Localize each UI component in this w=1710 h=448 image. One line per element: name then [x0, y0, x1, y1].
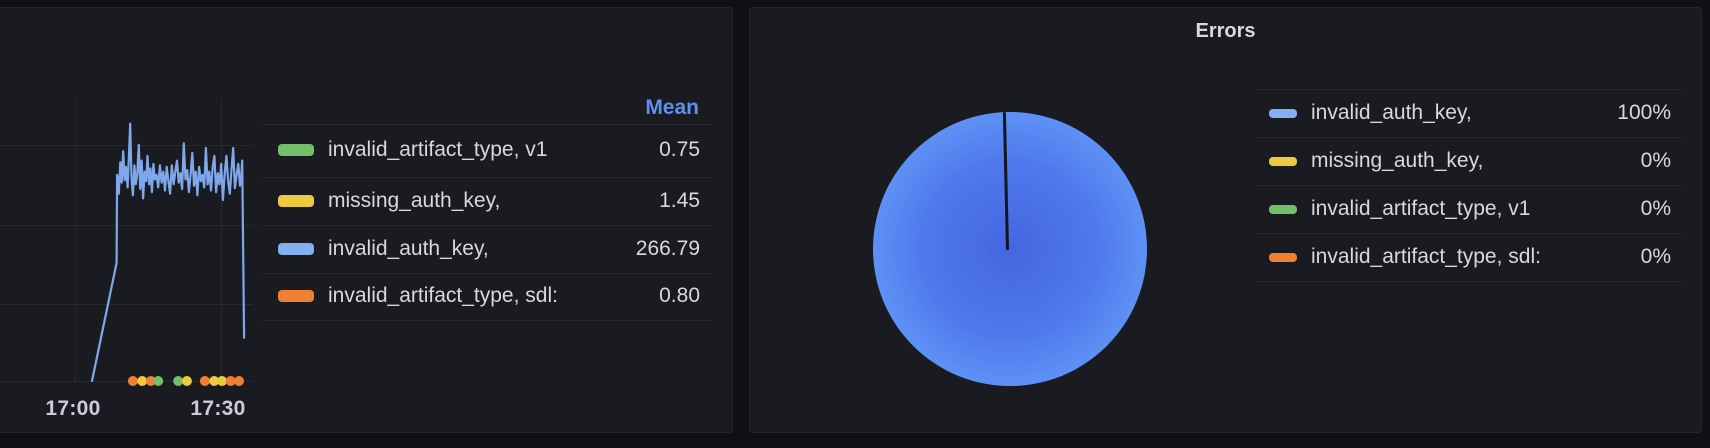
legend-label: invalid_artifact_type, v1	[328, 138, 548, 161]
series-swatch	[278, 144, 314, 156]
legend-separator	[1257, 233, 1683, 234]
legend-separator	[262, 225, 713, 226]
legend-separator	[1257, 281, 1683, 282]
gridline-h	[0, 225, 252, 226]
series-swatch	[278, 195, 314, 207]
legend-separator	[262, 320, 713, 321]
legend-percent-value: 0%	[1640, 149, 1671, 172]
legend-mean-value: 1.45	[659, 189, 700, 212]
pie-panel: Errors invalid_auth_key, 100% missing_au…	[749, 7, 1702, 433]
panel-title[interactable]: Errors	[1195, 20, 1256, 42]
series-swatch	[278, 290, 314, 302]
legend-row-invalid-artifact-type-sdl[interactable]: invalid_artifact_type, sdl: 0.80	[262, 272, 713, 320]
legend-mean-value: 0.80	[659, 284, 700, 307]
legend-separator	[262, 124, 713, 125]
legend-mean-header[interactable]: Mean	[645, 96, 699, 119]
legend-row-invalid-artifact-type-v1[interactable]: invalid_artifact_type, v1 0%	[1257, 185, 1683, 233]
gridline-v	[221, 99, 222, 382]
legend-label: invalid_artifact_type, sdl:	[1311, 245, 1541, 268]
event-marker-dots	[127, 376, 244, 386]
legend-label: missing_auth_key,	[328, 189, 501, 212]
series-swatch	[1269, 204, 1297, 214]
legend-separator	[1257, 185, 1683, 186]
series-swatch	[1269, 252, 1297, 262]
gridline-h	[0, 304, 252, 305]
gridline-v	[75, 99, 76, 382]
x-tick-1730: 17:30	[190, 397, 246, 420]
legend-separator	[262, 177, 713, 178]
legend-separator	[1257, 137, 1683, 138]
legend-row-invalid-auth-key[interactable]: invalid_auth_key, 100%	[1257, 89, 1683, 137]
pie-chart[interactable]	[873, 112, 1147, 386]
series-swatch	[1269, 156, 1297, 166]
legend-row-invalid-auth-key[interactable]: invalid_auth_key, 266.79	[262, 225, 713, 273]
series-line-invalid-auth-key	[90, 122, 246, 383]
timeseries-panel: 17:00 17:30 Mean invalid_artifact_type, …	[0, 7, 733, 433]
legend-label: invalid_artifact_type, v1	[1311, 197, 1531, 220]
timeseries-plot[interactable]	[0, 8, 733, 434]
legend-row-invalid-artifact-type-v1[interactable]: invalid_artifact_type, v1 0.75	[262, 126, 713, 174]
legend-label: missing_auth_key,	[1311, 149, 1484, 172]
legend-percent-value: 0%	[1640, 197, 1671, 220]
legend-row-missing-auth-key[interactable]: missing_auth_key, 1.45	[262, 177, 713, 225]
gridline-h-baseline	[0, 381, 252, 382]
legend-separator	[1257, 89, 1683, 90]
legend-percent-value: 0%	[1640, 245, 1671, 268]
legend-row-invalid-artifact-type-sdl[interactable]: invalid_artifact_type, sdl: 0%	[1257, 233, 1683, 281]
legend-mean-value: 266.79	[635, 237, 700, 260]
legend-percent-value: 100%	[1617, 101, 1671, 124]
legend-separator	[262, 273, 713, 274]
legend-row-missing-auth-key[interactable]: missing_auth_key, 0%	[1257, 137, 1683, 185]
x-tick-1700: 17:00	[45, 397, 101, 420]
gridline-h	[0, 145, 252, 146]
series-swatch	[1269, 108, 1297, 118]
legend-label: invalid_auth_key,	[1311, 101, 1472, 124]
legend-mean-value: 0.75	[659, 138, 700, 161]
series-swatch	[278, 243, 314, 255]
legend-label: invalid_auth_key,	[328, 237, 489, 260]
legend-label: invalid_artifact_type, sdl:	[328, 284, 558, 307]
